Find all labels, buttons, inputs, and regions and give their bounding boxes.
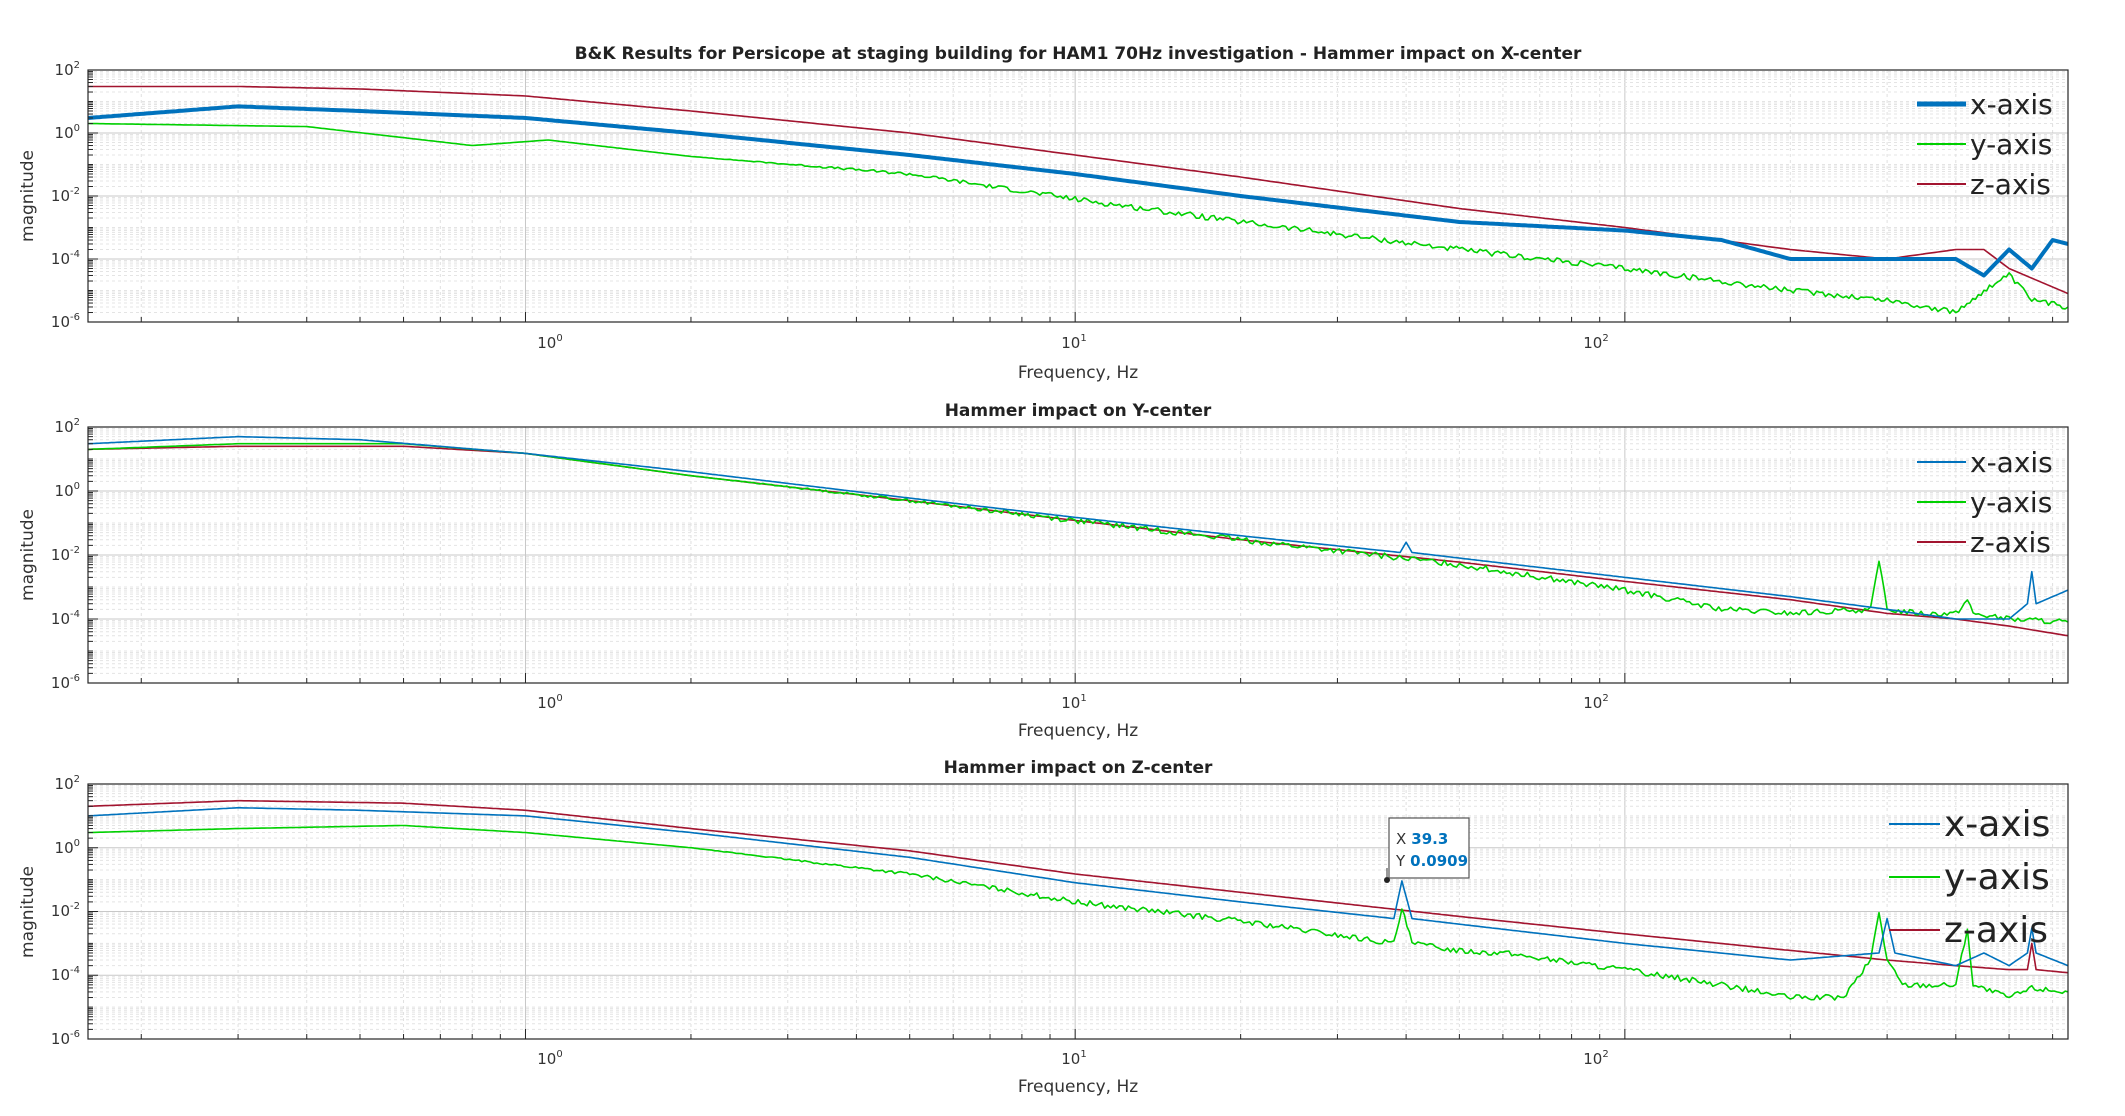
- series-layer: [87, 85, 2069, 315]
- subplot-y-center: Hammer impact on Y-center 10-6 10-4 10-2…: [18, 401, 2069, 741]
- y-axis-label: magnitude: [18, 866, 38, 958]
- x-axis-label: Frequency, Hz: [1018, 1077, 1138, 1097]
- ticks: [88, 69, 2054, 323]
- y-tick-labels: 10-6 10-4 10-2 100 102: [51, 774, 80, 1048]
- subplot-x-center: B&K Results for Persicope at staging bui…: [18, 44, 2069, 383]
- y-axis-label: magnitude: [18, 150, 38, 242]
- legend-label: z-axis: [1970, 526, 2051, 559]
- legend-label: z-axis: [1944, 910, 2048, 951]
- y-tick-labels: 10-6 10-4 10-2 100 102: [51, 417, 80, 692]
- ticks: [88, 426, 2054, 684]
- y-tick-label: 10-4: [51, 609, 80, 628]
- x-tick-label: 102: [1583, 693, 1608, 712]
- grid-lines: [88, 69, 2068, 323]
- legend-label: x-axis: [1970, 446, 2053, 479]
- y-tick-label: 10-4: [51, 965, 80, 984]
- y-tick-label: 100: [55, 838, 80, 857]
- ticks: [88, 783, 2054, 1040]
- x-tick-label: 101: [1061, 693, 1086, 712]
- series-line-x-axis: [87, 806, 2069, 967]
- y-tick-label: 10-2: [51, 186, 80, 205]
- x-tick-label: 100: [537, 693, 562, 712]
- legend-label: y-axis: [1944, 857, 2050, 898]
- legend-label: y-axis: [1970, 486, 2052, 519]
- series-line-x-axis: [87, 104, 2069, 278]
- x-axis-label: Frequency, Hz: [1018, 721, 1138, 741]
- y-tick-label: 102: [55, 417, 80, 436]
- x-tick-labels: 100 101 102: [537, 1049, 1608, 1068]
- series-line-z-axis: [87, 445, 2069, 637]
- legend-label: y-axis: [1970, 128, 2052, 161]
- legend: x-axis y-axis z-axis: [1917, 88, 2053, 201]
- x-tick-labels: 100 101 102: [537, 333, 1608, 352]
- y-tick-label: 10-2: [51, 901, 80, 920]
- x-tick-label: 100: [537, 333, 562, 352]
- datatip-y: Y 0.0909: [1395, 852, 1468, 870]
- legend-label: x-axis: [1944, 804, 2050, 845]
- chart-title: Hammer impact on Y-center: [945, 401, 1212, 421]
- legend-label: z-axis: [1970, 168, 2051, 201]
- series-layer: [87, 799, 2069, 1001]
- y-tick-label: 10-4: [51, 249, 80, 268]
- grid-lines: [88, 783, 2068, 1040]
- chart-title: Hammer impact on Z-center: [944, 758, 1213, 778]
- series-line-y-axis: [88, 824, 2069, 1001]
- x-tick-label: 101: [1061, 333, 1086, 352]
- y-tick-label: 10-6: [51, 673, 80, 692]
- x-axis-label: Frequency, Hz: [1018, 363, 1138, 383]
- x-tick-label: 100: [537, 1049, 562, 1068]
- y-tick-labels: 10-6 10-4 10-2 100 102: [51, 60, 80, 331]
- x-tick-label: 101: [1061, 1049, 1086, 1068]
- legend-label: x-axis: [1970, 88, 2053, 121]
- series-line-z-axis: [87, 799, 2069, 974]
- series-layer: [87, 435, 2069, 637]
- x-tick-label: 102: [1583, 1049, 1608, 1068]
- series-line-x-axis: [87, 435, 2069, 620]
- series-line-y-axis: [87, 122, 2069, 315]
- y-tick-label: 100: [55, 481, 80, 500]
- y-tick-label: 102: [55, 774, 80, 793]
- series-line-z-axis: [88, 85, 2069, 295]
- chart-title: B&K Results for Persicope at staging bui…: [575, 44, 1582, 64]
- datatip-box: [1388, 817, 1470, 879]
- datatip[interactable]: X 39.3 Y 0.0909: [1384, 817, 1470, 883]
- y-axis-label: magnitude: [18, 509, 38, 601]
- y-tick-label: 10-6: [51, 1029, 80, 1048]
- datatip-x: X 39.3: [1396, 830, 1448, 848]
- x-tick-label: 102: [1583, 333, 1608, 352]
- legend: x-axis y-axis z-axis: [1917, 446, 2053, 559]
- legend: x-axis y-axis z-axis: [1889, 804, 2050, 951]
- y-tick-label: 100: [55, 123, 80, 142]
- subplot-z-center: Hammer impact on Z-center 10-6 10-4 10-2…: [18, 758, 2069, 1097]
- y-tick-label: 102: [55, 60, 80, 79]
- y-tick-label: 10-6: [51, 312, 80, 331]
- x-tick-labels: 100 101 102: [537, 693, 1608, 712]
- y-tick-label: 10-2: [51, 545, 80, 564]
- datatip-marker: [1384, 877, 1390, 883]
